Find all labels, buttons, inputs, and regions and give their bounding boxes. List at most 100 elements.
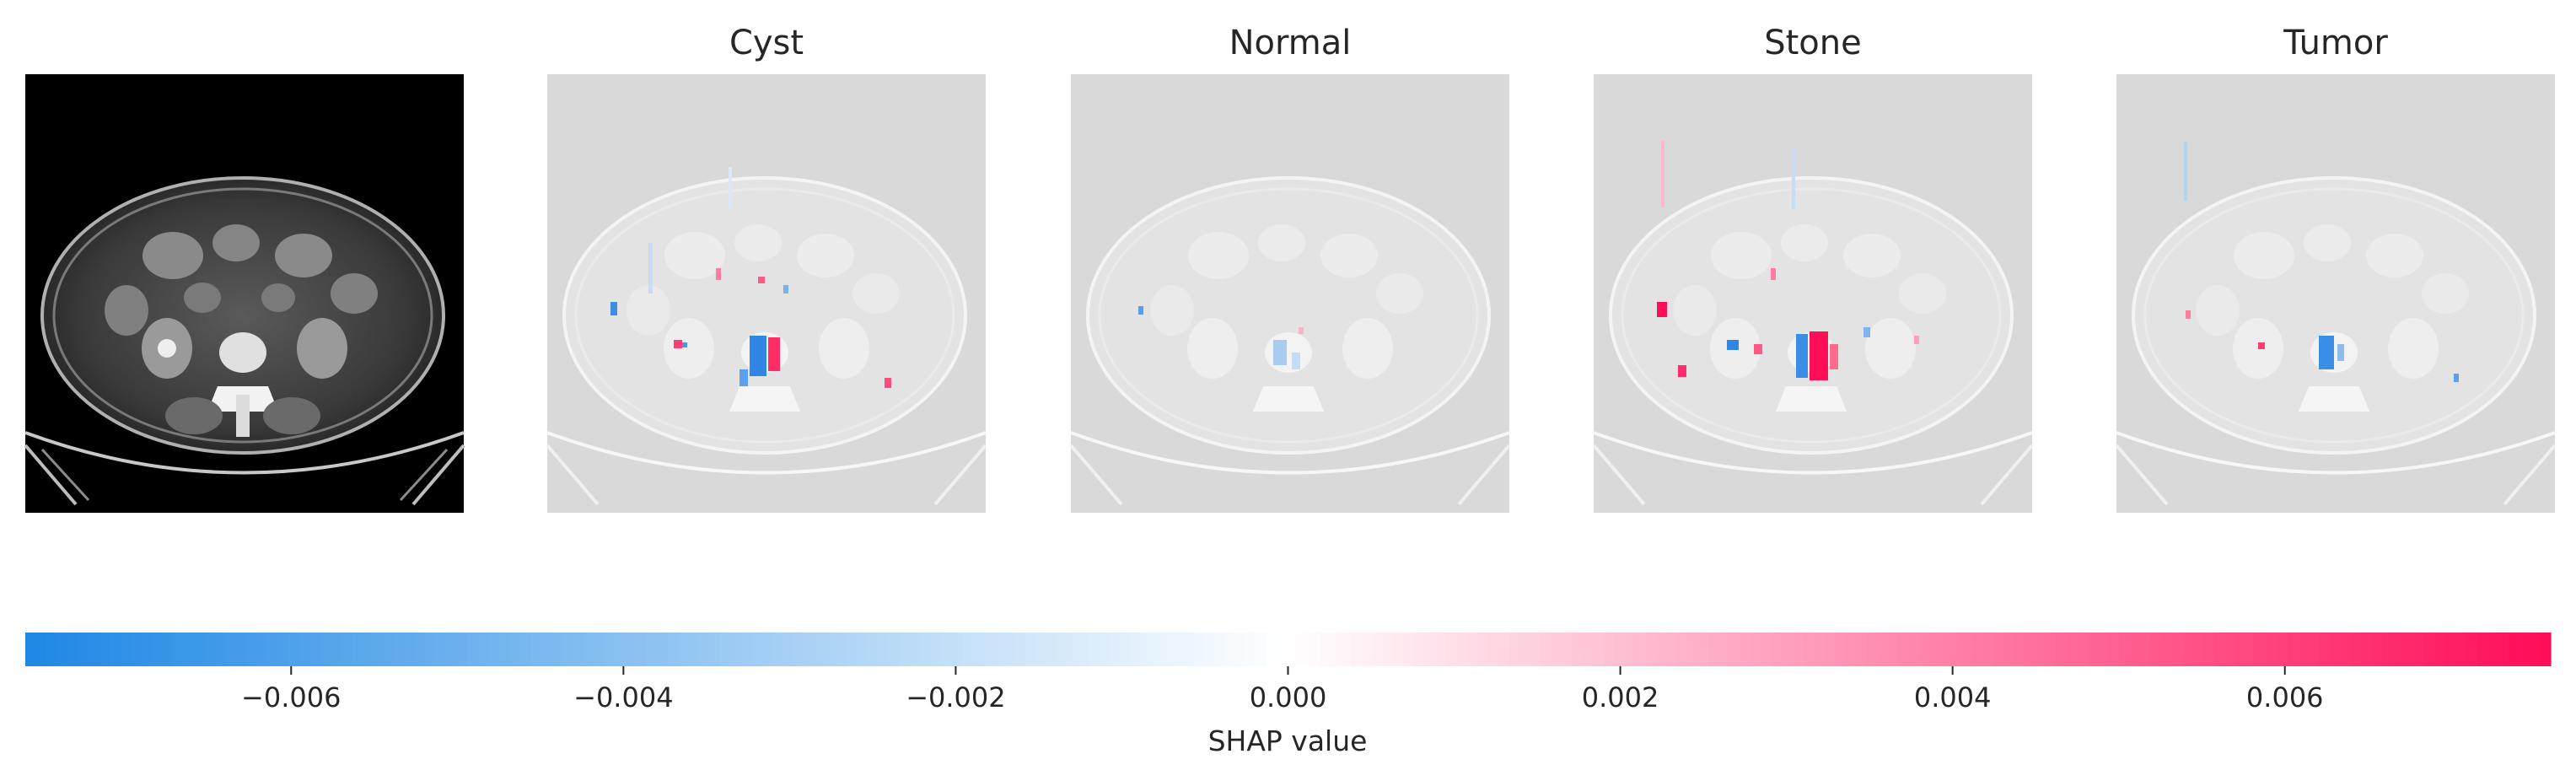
- colorbar-segment: [404, 633, 416, 666]
- colorbar-segment: [1824, 633, 1837, 666]
- colorbar-segment: [2329, 633, 2342, 666]
- colorbar-segment: [635, 633, 647, 666]
- colorbar-segment: [2434, 633, 2446, 666]
- colorbar-segment: [1035, 633, 1047, 666]
- colorbar-segment: [383, 633, 395, 666]
- colorbar-segment: [677, 633, 689, 666]
- colorbar-segment: [414, 633, 426, 666]
- colorbar-segment: [656, 633, 668, 666]
- colorbar-segment: [109, 633, 121, 666]
- shap-pixels-normal: [1138, 306, 1304, 369]
- colorbar-segment: [1319, 633, 1331, 666]
- colorbar-segment: [88, 633, 99, 666]
- colorbar-segment: [1214, 633, 1226, 666]
- colorbar-segment: [1288, 633, 1299, 666]
- colorbar-segment: [78, 633, 89, 666]
- colorbar-segment: [1056, 633, 1068, 666]
- colorbar-segment: [1971, 633, 1983, 666]
- colorbar-segment: [1077, 633, 1089, 666]
- colorbar-segment: [225, 633, 237, 666]
- colorbar-segment: [709, 633, 721, 666]
- colorbar-segment: [1298, 633, 1310, 666]
- colorbar-segment: [1098, 633, 1110, 666]
- colorbar-segment: [2108, 633, 2120, 666]
- colorbar-segment: [2466, 633, 2478, 666]
- colorbar-segment: [1982, 633, 1994, 666]
- colorbar-segment: [330, 633, 341, 666]
- colorbar-segment: [646, 633, 658, 666]
- colorbar-segment: [961, 633, 973, 666]
- colorbar-segment: [1351, 633, 1363, 666]
- colorbar-segment: [825, 633, 836, 666]
- colorbar-segment: [141, 633, 153, 666]
- colorbar-segment: [1435, 633, 1447, 666]
- colorbar-segment: [1014, 633, 1026, 666]
- colorbar-tick-label: −0.006: [241, 681, 341, 713]
- colorbar-segment: [477, 633, 489, 666]
- colorbar-segment: [509, 633, 521, 666]
- colorbar-segment: [1635, 633, 1647, 666]
- colorbar-segment: [2403, 633, 2415, 666]
- colorbar-segment: [1393, 633, 1405, 666]
- colorbar-segment: [288, 633, 300, 666]
- colorbar-label: SHAP value: [1208, 724, 1368, 757]
- colorbar-segment: [1793, 633, 1804, 666]
- colorbar-segment: [562, 633, 573, 666]
- shap-pixels-tumor: [2184, 142, 2459, 382]
- colorbar-segment: [1835, 633, 1847, 666]
- colorbar-segment: [930, 633, 942, 666]
- colorbar-segment: [35, 633, 47, 666]
- colorbar-segment: [761, 633, 773, 666]
- colorbar-segment: [1067, 633, 1078, 666]
- colorbar-segment: [193, 633, 205, 666]
- colorbar-segment: [1740, 633, 1752, 666]
- colorbar-segment: [2098, 633, 2110, 666]
- colorbar-segment: [67, 633, 78, 666]
- panel-title-stone: Stone: [1764, 24, 1862, 62]
- colorbar-segment: [1814, 633, 1826, 666]
- colorbar-segment: [1698, 633, 1710, 666]
- colorbar-segment: [2371, 633, 2383, 666]
- colorbar-tick-label: 0.004: [1914, 681, 1992, 713]
- colorbar-segment: [1866, 633, 1878, 666]
- colorbar-segment: [772, 633, 784, 666]
- colorbar-segment: [1130, 633, 1142, 666]
- colorbar-segment: [267, 633, 279, 666]
- colorbar-segment: [1361, 633, 1373, 666]
- colorbar-segment: [2319, 633, 2331, 666]
- colorbar-segment: [277, 633, 289, 666]
- colorbar-segment: [1803, 633, 1815, 666]
- colorbar-segment: [572, 633, 583, 666]
- colorbar-segment: [2498, 633, 2509, 666]
- colorbar-segment: [1382, 633, 1394, 666]
- colorbar-tick-label: −0.002: [906, 681, 1005, 713]
- colorbar-segment: [2530, 633, 2541, 666]
- colorbar-segment: [1561, 633, 1573, 666]
- colorbar-segment: [730, 633, 742, 666]
- colorbar-segment: [151, 633, 163, 666]
- colorbar-segment: [1119, 633, 1131, 666]
- colorbar-segment: [2129, 633, 2141, 666]
- colorbar-segment: [1940, 633, 1952, 666]
- colorbar-segment: [804, 633, 815, 666]
- colorbar-segment: [2119, 633, 2131, 666]
- colorbar-segment: [1551, 633, 1562, 666]
- colorbar-segment: [698, 633, 710, 666]
- colorbar-segment: [341, 633, 352, 666]
- colorbar-segment: [162, 633, 174, 666]
- colorbar-segment: [1508, 633, 1520, 666]
- colorbar-segment: [1603, 633, 1615, 666]
- colorbar-segment: [604, 633, 616, 666]
- colorbar-segment: [1645, 633, 1657, 666]
- colorbar-segment: [1708, 633, 1720, 666]
- panel-tumor: Tumor: [2115, 24, 2557, 513]
- colorbar-segment: [1445, 633, 1457, 666]
- colorbar-segment: [446, 633, 458, 666]
- colorbar-segment: [498, 633, 510, 666]
- colorbar-segment: [214, 633, 226, 666]
- colorbar-segment: [667, 633, 679, 666]
- colorbar-segment: [1877, 633, 1889, 666]
- colorbar-segment: [2245, 633, 2257, 666]
- colorbar-segment: [2361, 633, 2373, 666]
- panel-cyst: Cyst: [546, 24, 987, 513]
